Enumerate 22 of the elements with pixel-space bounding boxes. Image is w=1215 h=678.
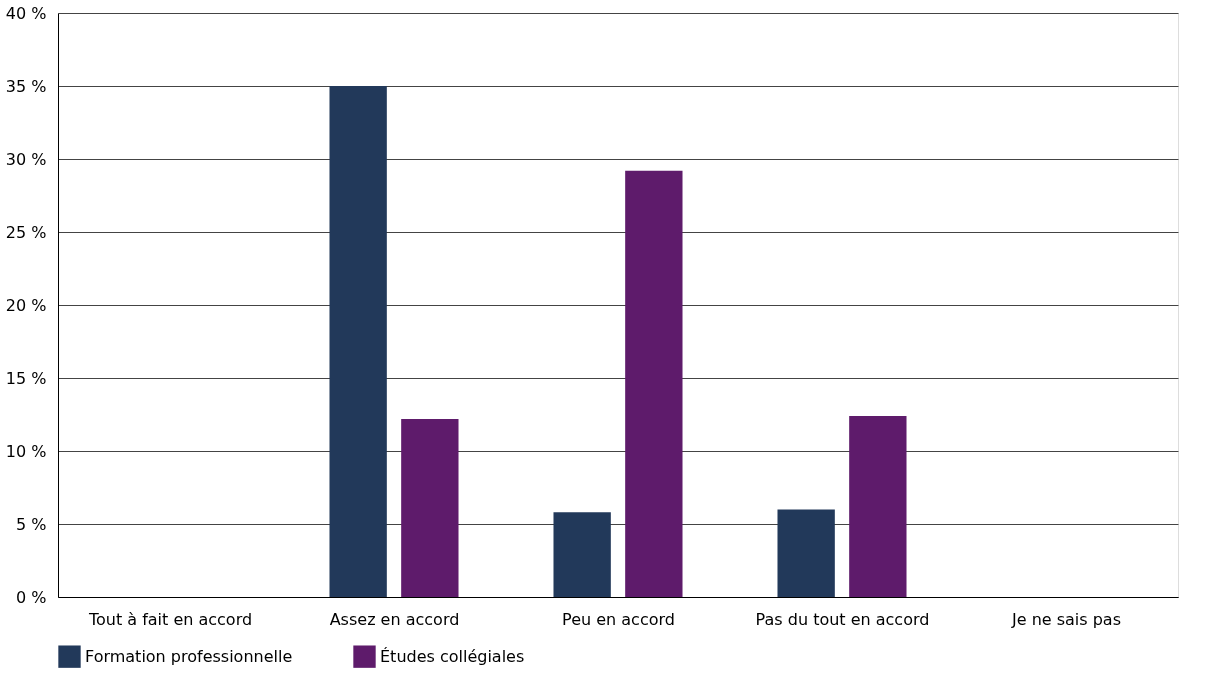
legend-label: Études collégiales xyxy=(380,646,525,666)
bar xyxy=(625,170,683,597)
bar xyxy=(849,415,907,597)
y-tick-label: 35 % xyxy=(5,76,47,96)
y-tick-label: 5 % xyxy=(16,514,47,534)
bar xyxy=(401,418,459,597)
y-tick-label: 30 % xyxy=(5,149,47,169)
y-tick-label: 20 % xyxy=(5,295,47,315)
bar xyxy=(329,86,387,597)
y-tick-label: 40 % xyxy=(5,3,47,23)
y-tick-label: 10 % xyxy=(5,441,47,461)
x-tick-label: Je ne sais pas xyxy=(1010,609,1122,629)
x-tick-label: Peu en accord xyxy=(562,609,675,629)
y-tick-label: 15 % xyxy=(5,368,47,388)
legend-label: Formation professionnelle xyxy=(85,646,293,666)
x-tick-label: Assez en accord xyxy=(329,609,460,629)
bar xyxy=(777,509,835,597)
x-tick-label: Pas du tout en accord xyxy=(755,609,930,629)
y-tick-label: 0 % xyxy=(16,587,47,607)
y-tick-label: 25 % xyxy=(5,222,47,242)
x-tick-label: Tout à fait en accord xyxy=(87,609,253,629)
bar xyxy=(553,512,611,597)
